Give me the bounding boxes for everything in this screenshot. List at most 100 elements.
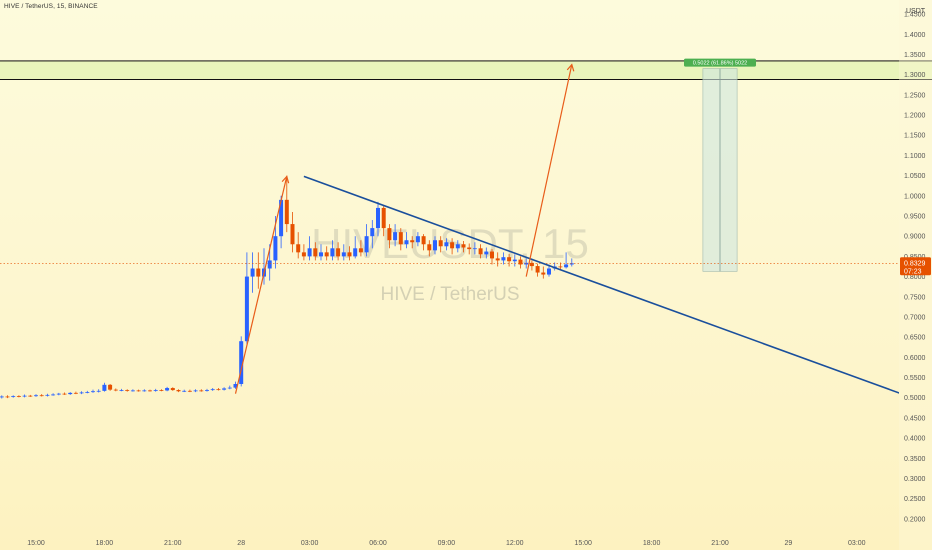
candle-body	[165, 388, 170, 391]
candle-body	[444, 242, 449, 247]
candle-body	[153, 390, 158, 391]
candle-body	[205, 390, 209, 391]
candle-body	[0, 396, 4, 398]
candle-body	[73, 392, 78, 394]
candle-body	[193, 390, 198, 392]
y-tick-label: 0.6000	[904, 355, 926, 362]
candle-body	[541, 272, 546, 275]
x-tick-label: 18:00	[643, 540, 661, 547]
x-tick-label: 03:00	[301, 540, 319, 547]
candle-body	[341, 252, 346, 257]
candle-body	[353, 248, 358, 257]
candle-body	[216, 389, 221, 391]
x-tick-label: 06:00	[369, 540, 387, 547]
x-tick-label: 15:00	[574, 540, 592, 547]
y-tick-label: 0.9000	[904, 234, 926, 241]
y-tick-label: 1.3000	[904, 72, 926, 79]
y-tick-label: 0.3000	[904, 476, 926, 483]
x-tick-label: 09:00	[438, 540, 456, 547]
current-price-value: 0.8329	[904, 260, 926, 267]
candle-body	[199, 390, 204, 392]
candle-body	[381, 207, 386, 229]
candle-body	[529, 262, 534, 267]
symbol-header: HIVE / TetherUS, 15, BINANCE	[4, 3, 98, 10]
y-tick-label: 0.6500	[904, 335, 926, 342]
candle-body	[524, 262, 529, 265]
candle-body	[102, 384, 107, 391]
candle-body	[5, 396, 10, 398]
measure-label-bg	[684, 58, 756, 67]
y-tick-label: 1.0000	[904, 193, 926, 200]
y-tick-label: 1.1000	[904, 153, 926, 160]
candle-body	[461, 244, 466, 248]
x-tick-label: 12:00	[506, 540, 524, 547]
candle-body	[478, 248, 483, 255]
candle-body	[421, 236, 426, 245]
candle-body	[393, 232, 398, 241]
x-tick-label: 29	[785, 540, 793, 547]
candle-body	[28, 395, 33, 397]
current-price-tag	[900, 257, 931, 276]
candle-body	[159, 390, 164, 391]
candle-body	[279, 199, 284, 237]
x-tick-label: 15:00	[27, 540, 45, 547]
candle-body	[273, 236, 278, 261]
candle-body	[239, 341, 244, 384]
candle-body	[182, 390, 187, 392]
candle-body	[507, 257, 512, 262]
candle-body	[376, 207, 380, 229]
x-tick-label: 21:00	[164, 540, 182, 547]
candle-body	[296, 244, 301, 253]
candle-body	[484, 251, 489, 255]
target-zone[interactable]	[0, 60, 932, 80]
candle-body	[490, 251, 494, 259]
candle-body	[347, 252, 352, 257]
candle-body	[125, 390, 130, 391]
candle-body	[22, 395, 27, 397]
candle-body	[79, 392, 84, 394]
candle-body	[284, 199, 289, 225]
candle-body	[119, 390, 124, 391]
candle-body	[227, 387, 232, 389]
candle-body	[364, 236, 369, 253]
candle-body	[16, 396, 21, 397]
candle-body	[290, 224, 295, 245]
y-tick-label: 0.2000	[904, 516, 926, 523]
y-tick-label: 1.1500	[904, 133, 926, 140]
candle-body	[210, 389, 215, 391]
candle-body	[170, 388, 175, 391]
y-tick-label: 1.2500	[904, 92, 926, 99]
candle-body	[387, 228, 392, 241]
y-tick-label: 0.5500	[904, 375, 926, 382]
y-tick-label: 0.4000	[904, 436, 926, 443]
candle-body	[11, 396, 16, 397]
candle-body	[136, 390, 141, 392]
candle-body	[56, 393, 61, 395]
projection-arrow-1[interactable]	[234, 176, 288, 394]
candle-body	[148, 390, 152, 392]
candle-body	[438, 240, 443, 247]
y-tick-label: 0.3500	[904, 456, 926, 463]
candle-body	[472, 248, 477, 250]
candle-body	[330, 248, 335, 257]
projection-arrow-2[interactable]	[525, 64, 573, 277]
trendline[interactable]	[303, 175, 932, 406]
candle-body	[404, 240, 409, 245]
candle-body	[301, 252, 306, 257]
candle-body	[547, 268, 551, 275]
candle-body	[176, 390, 181, 392]
candle-body	[51, 394, 56, 396]
measure-label: 0.5022 (61.86%) 5022	[693, 61, 747, 67]
watermark-pair: HIVE / TetherUS	[380, 284, 519, 305]
y-tick-label: 1.3500	[904, 52, 926, 59]
candle-body	[108, 384, 113, 390]
candle-body	[433, 240, 437, 251]
y-tick-label: 1.0500	[904, 173, 926, 180]
candle-body	[313, 248, 318, 257]
candle-body	[455, 244, 460, 249]
candle-body	[319, 252, 323, 257]
candle-body	[68, 392, 73, 395]
x-tick-label: 03:00	[848, 540, 866, 547]
